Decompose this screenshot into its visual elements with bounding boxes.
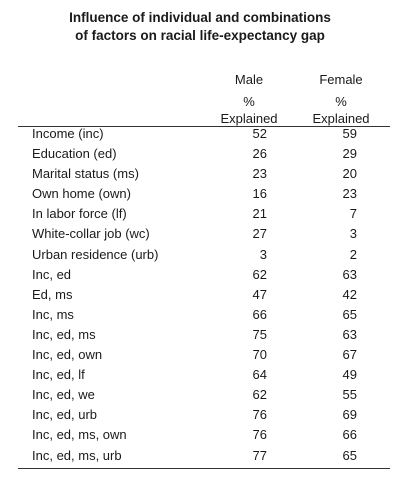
column-header-male: Male % Explained (204, 71, 294, 127)
row-label: Income (inc) (32, 126, 104, 141)
table-row: Ed, ms 47 42 (0, 284, 400, 304)
row-female-value: 66 (342, 427, 357, 443)
row-male-value: 66 (252, 306, 267, 322)
table-row: Urban residence (urb) 3 2 (0, 244, 400, 264)
table-row: Education (ed) 26 29 (0, 143, 400, 163)
table-bottom-rule (18, 468, 390, 469)
row-label: Inc, ed, ms (32, 326, 96, 342)
row-female-value: 69 (342, 407, 357, 423)
row-label: Inc, ed, lf (32, 367, 85, 383)
row-female-value: 65 (342, 306, 357, 322)
row-male-value: 62 (252, 266, 267, 282)
table-title-line-1: Influence of individual and combinations (69, 10, 331, 25)
column-header-female: Female % Explained (296, 71, 386, 127)
table-row: Inc, ed, ms 75 63 (0, 324, 400, 344)
row-male-value: 3 (259, 246, 267, 262)
row-male-value: 70 (252, 347, 267, 363)
table-title: Influence of individual and combinations… (0, 9, 400, 45)
row-label: Marital status (ms) (32, 166, 139, 182)
row-female-value: 3 (349, 226, 357, 242)
row-female-value: 29 (342, 146, 357, 162)
row-label: Inc, ed (32, 266, 72, 282)
row-label: Inc, ed, ms, urb (32, 447, 122, 463)
row-male-value: 16 (252, 186, 267, 202)
row-label: Inc, ed, we (32, 387, 95, 403)
row-label: Inc, ms (32, 306, 74, 322)
row-female-value: 23 (342, 186, 357, 202)
row-male-value: 21 (252, 206, 267, 222)
row-male-value: 77 (252, 447, 267, 463)
row-female-value: 20 (342, 166, 357, 182)
row-female-value: 59 (342, 126, 357, 141)
column-header-female-label: Female (319, 72, 363, 87)
row-male-value: 62 (252, 387, 267, 403)
table-row: Inc, ed, ms, own 76 66 (0, 424, 400, 444)
row-male-value: 64 (252, 367, 267, 383)
column-header-male-explained: Explained (220, 111, 278, 126)
row-label: In labor force (lf) (32, 206, 127, 222)
row-female-value: 42 (342, 286, 357, 302)
row-male-value: 26 (252, 146, 267, 162)
table-row: Inc, ed, lf 64 49 (0, 364, 400, 384)
table-row: White-collar job (wc) 27 3 (0, 223, 400, 243)
row-female-value: 2 (349, 246, 357, 262)
table-row: Inc, ed, urb 76 69 (0, 404, 400, 424)
column-header-male-percent: % (243, 94, 255, 109)
row-label: Ed, ms (32, 286, 73, 302)
table-row: Inc, ed, ms, urb 77 65 (0, 445, 400, 465)
row-female-value: 65 (342, 447, 357, 463)
table-body: Income (inc) 52 59 Education (ed) 26 29 … (0, 123, 400, 465)
row-label: Education (ed) (32, 146, 117, 162)
column-header-male-label: Male (234, 72, 264, 87)
row-male-value: 47 (252, 286, 267, 302)
row-label: Inc, ed, own (32, 347, 103, 363)
row-label: Urban residence (urb) (32, 246, 159, 262)
table-row: Own home (own) 16 23 (0, 183, 400, 203)
row-label: Own home (own) (32, 186, 131, 202)
table-row: Income (inc) 52 59 (0, 123, 400, 143)
row-label: Inc, ed, ms, own (32, 427, 127, 443)
table-row: Inc, ed 62 63 (0, 264, 400, 284)
row-male-value: 23 (252, 166, 267, 182)
table-row: Inc, ed, own 70 67 (0, 344, 400, 364)
row-male-value: 27 (252, 226, 267, 242)
row-label: Inc, ed, urb (32, 407, 98, 423)
row-male-value: 76 (252, 407, 267, 423)
table-row: Inc, ed, we 62 55 (0, 384, 400, 404)
table-title-line-2: of factors on racial life-expectancy gap (75, 28, 325, 43)
column-header-female-percent: % (335, 94, 347, 109)
row-male-value: 52 (252, 126, 267, 141)
table-row: Marital status (ms) 23 20 (0, 163, 400, 183)
row-female-value: 63 (342, 326, 357, 342)
row-female-value: 63 (342, 266, 357, 282)
row-male-value: 75 (252, 326, 267, 342)
row-female-value: 55 (342, 387, 357, 403)
table-row: Inc, ms 66 65 (0, 304, 400, 324)
table-row: In labor force (lf) 21 7 (0, 203, 400, 223)
row-female-value: 7 (349, 206, 357, 222)
row-label: White-collar job (wc) (32, 226, 150, 242)
header-divider (18, 126, 390, 127)
row-female-value: 49 (342, 367, 357, 383)
row-female-value: 67 (342, 347, 357, 363)
column-header-female-explained: Explained (312, 111, 370, 126)
row-male-value: 76 (252, 427, 267, 443)
